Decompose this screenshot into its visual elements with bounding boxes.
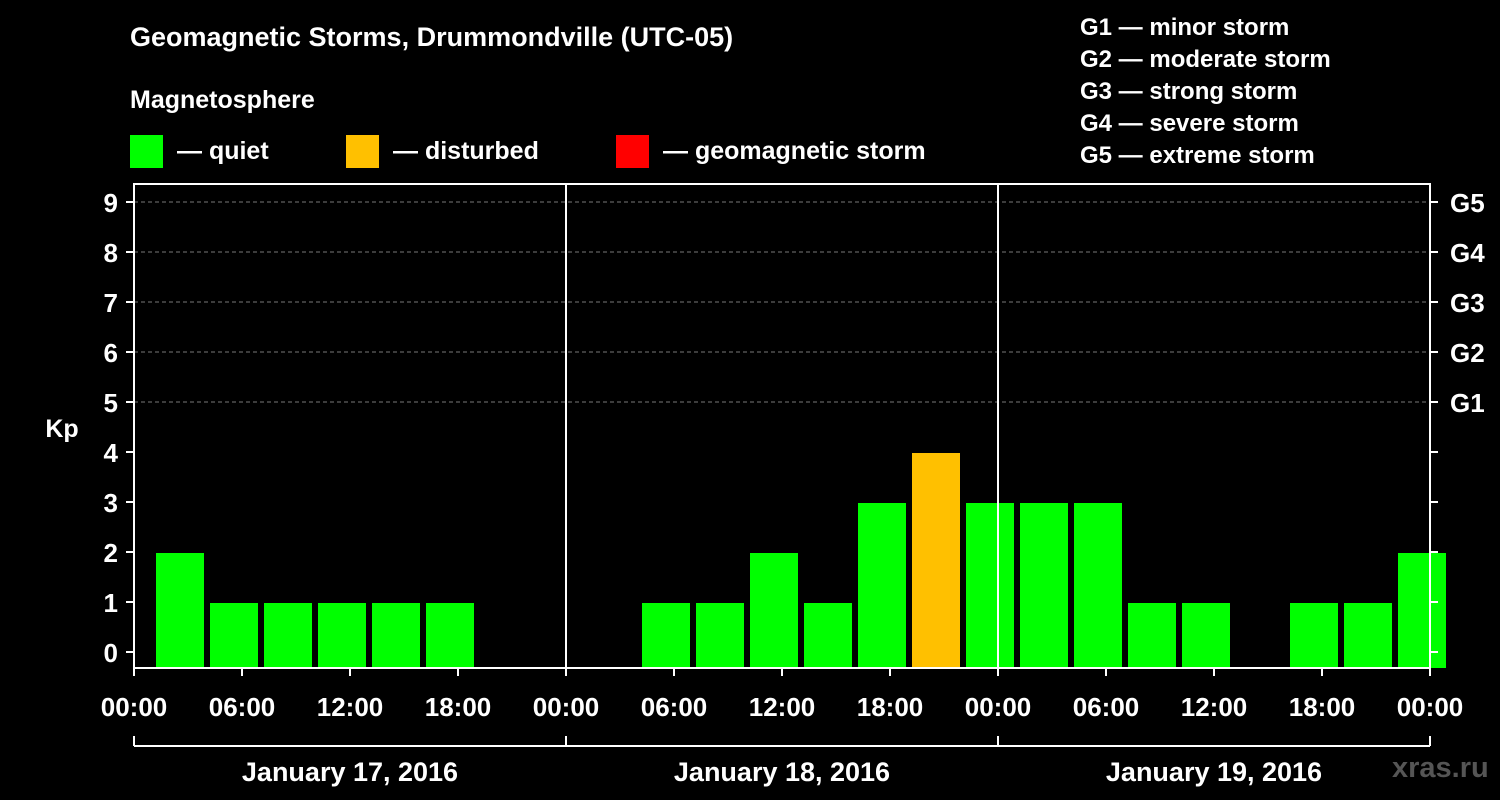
g-scale-g2: G2 — moderate storm: [1080, 46, 1331, 73]
y-tick-label-5: 5: [104, 388, 118, 418]
x-tick-label-10: 12:00: [1181, 692, 1248, 722]
day-label-0: January 17, 2016: [242, 757, 458, 787]
bar-16: [1182, 603, 1230, 668]
g-scale-g1: G1 — minor storm: [1080, 14, 1290, 41]
bar-6: [642, 603, 690, 668]
legend-item-storm: — geomagnetic storm: [616, 134, 926, 168]
legend-item-disturbed: — disturbed: [346, 134, 539, 168]
g-scale-g4: G4 — severe storm: [1080, 110, 1299, 137]
chart-title: Geomagnetic Storms, Drummondville (UTC-0…: [130, 22, 734, 52]
legend-swatch-quiet: [130, 134, 163, 168]
bar-8: [750, 553, 798, 668]
bar-2: [264, 603, 312, 668]
x-tick-label-1: 06:00: [209, 692, 276, 722]
legend-swatch-storm: [616, 134, 649, 168]
day-label-2: January 19, 2016: [1106, 757, 1322, 787]
bar-0: [156, 553, 204, 668]
x-tick-label-9: 06:00: [1073, 692, 1140, 722]
g-axis-label-g2: G2: [1450, 338, 1485, 368]
g-axis-label-g5: G5: [1450, 188, 1485, 218]
y-tick-label-6: 6: [104, 338, 118, 368]
bar-7: [696, 603, 744, 668]
y-tick-label-3: 3: [104, 488, 118, 518]
bar-17: [1290, 603, 1338, 668]
bar-3: [318, 603, 366, 668]
x-tick-label-5: 06:00: [641, 692, 708, 722]
legend-label-quiet: — quiet: [177, 136, 269, 165]
x-tick-label-2: 12:00: [317, 692, 384, 722]
bar-12: [966, 503, 1014, 668]
bar-4: [372, 603, 420, 668]
g-axis-label-g4: G4: [1450, 238, 1485, 268]
bar-14: [1074, 503, 1122, 668]
y-tick-label-8: 8: [104, 238, 118, 268]
x-tick-label-7: 18:00: [857, 692, 924, 722]
y-tick-label-9: 9: [104, 188, 118, 218]
x-tick-label-12: 00:00: [1397, 692, 1464, 722]
y-tick-label-4: 4: [104, 438, 119, 468]
x-tick-label-3: 18:00: [425, 692, 492, 722]
y-tick-label-7: 7: [104, 288, 118, 318]
g-scale-g5: G5 — extreme storm: [1080, 142, 1315, 169]
bar-19: [1398, 553, 1446, 668]
x-tick-label-4: 00:00: [533, 692, 600, 722]
legend-item-quiet: — quiet: [130, 134, 269, 168]
bar-13: [1020, 503, 1068, 668]
watermark: xras.ru: [1392, 752, 1489, 784]
bar-10: [858, 503, 906, 668]
legend-swatch-disturbed: [346, 134, 379, 168]
x-tick-label-0: 00:00: [101, 692, 168, 722]
bar-11: [912, 453, 960, 668]
g-scale-g3: G3 — strong storm: [1080, 78, 1298, 105]
bar-1: [210, 603, 258, 668]
legend-heading: Magnetosphere: [130, 86, 315, 114]
day-label-1: January 18, 2016: [674, 757, 890, 787]
y-axis-label: Kp: [45, 415, 78, 443]
legend-label-storm: — geomagnetic storm: [663, 136, 926, 165]
x-tick-label-8: 00:00: [965, 692, 1032, 722]
g-axis-label-g1: G1: [1450, 388, 1485, 418]
y-tick-label-2: 2: [104, 538, 118, 568]
y-tick-label-1: 1: [104, 588, 118, 618]
bar-18: [1344, 603, 1392, 668]
x-tick-label-11: 18:00: [1289, 692, 1356, 722]
legend-label-disturbed: — disturbed: [393, 136, 539, 165]
x-tick-label-6: 12:00: [749, 692, 816, 722]
bar-9: [804, 603, 852, 668]
bar-5: [426, 603, 474, 668]
g-axis-label-g3: G3: [1450, 288, 1485, 318]
bar-15: [1128, 603, 1176, 668]
y-tick-label-0: 0: [104, 638, 118, 668]
